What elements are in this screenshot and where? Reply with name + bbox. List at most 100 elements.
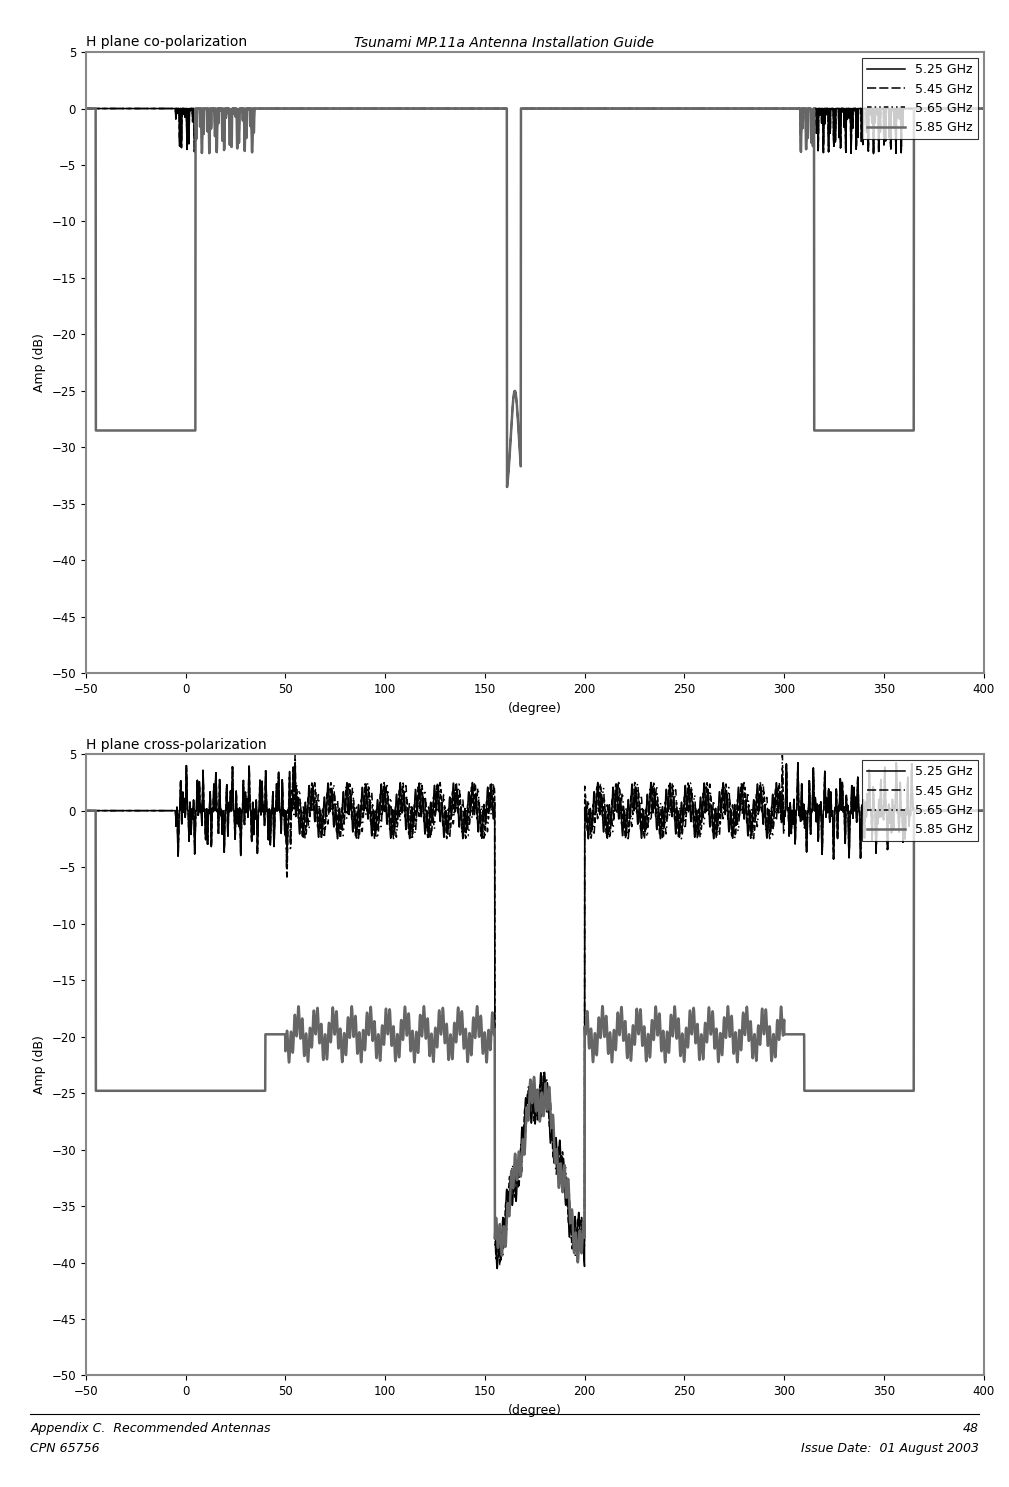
5.25 GHz (507, 1194, 519, 1212)
5.65 GHz (733, 821, 745, 839)
5.85 GHz (978, 100, 990, 117)
5.25 GHz (171, 100, 183, 117)
5.85 GHz (507, 1173, 519, 1191)
5.85 GHz (978, 801, 990, 819)
5.65 GHz (950, 801, 963, 819)
5.65 GHz (493, 1249, 506, 1267)
5.65 GHz (457, 100, 469, 117)
5.65 GHz (501, 479, 514, 497)
5.45 GHz (978, 100, 990, 117)
5.25 GHz (733, 100, 745, 117)
5.45 GHz (80, 100, 92, 117)
5.45 GHz (493, 1255, 506, 1273)
5.25 GHz (906, 100, 918, 117)
5.25 GHz (501, 479, 514, 497)
Text: 48: 48 (963, 1422, 979, 1435)
5.25 GHz (80, 100, 92, 117)
Line: 5.45 GHz: 5.45 GHz (86, 763, 984, 1264)
5.85 GHz (950, 100, 963, 117)
5.65 GHz (464, 100, 476, 117)
5.65 GHz (507, 394, 519, 412)
5.65 GHz (906, 100, 918, 117)
5.25 GHz (950, 100, 963, 117)
Line: 5.25 GHz: 5.25 GHz (86, 763, 984, 1268)
5.45 GHz (457, 806, 469, 824)
Text: H plane cross-polarization: H plane cross-polarization (86, 738, 266, 751)
Line: 5.65 GHz: 5.65 GHz (86, 109, 984, 488)
5.45 GHz (171, 100, 183, 117)
5.65 GHz (80, 100, 92, 117)
5.65 GHz (80, 801, 92, 819)
5.65 GHz (507, 1161, 519, 1179)
5.85 GHz (501, 479, 514, 497)
5.45 GHz (80, 801, 92, 819)
5.45 GHz (733, 803, 745, 821)
5.85 GHz (464, 1030, 476, 1048)
5.85 GHz (906, 1083, 918, 1100)
5.45 GHz (950, 801, 963, 819)
5.85 GHz (507, 394, 519, 412)
5.85 GHz (572, 1254, 584, 1271)
5.45 GHz (906, 100, 918, 117)
5.65 GHz (978, 100, 990, 117)
Line: 5.85 GHz: 5.85 GHz (86, 810, 984, 1262)
5.65 GHz (171, 100, 183, 117)
Y-axis label: Amp (dB): Amp (dB) (32, 333, 45, 393)
Legend: 5.25 GHz, 5.45 GHz, 5.65 GHz, 5.85 GHz: 5.25 GHz, 5.45 GHz, 5.65 GHz, 5.85 GHz (863, 760, 978, 842)
5.25 GHz (950, 801, 963, 819)
Text: Issue Date:  01 August 2003: Issue Date: 01 August 2003 (801, 1442, 979, 1456)
Line: 5.85 GHz: 5.85 GHz (86, 109, 984, 488)
5.85 GHz (190, 100, 202, 117)
5.85 GHz (950, 801, 963, 819)
Text: CPN 65756: CPN 65756 (30, 1442, 100, 1456)
5.85 GHz (457, 1025, 469, 1042)
Y-axis label: Amp (dB): Amp (dB) (32, 1035, 45, 1094)
5.85 GHz (457, 100, 469, 117)
5.45 GHz (906, 757, 918, 775)
Legend: 5.25 GHz, 5.45 GHz, 5.65 GHz, 5.85 GHz: 5.25 GHz, 5.45 GHz, 5.65 GHz, 5.85 GHz (863, 58, 978, 140)
5.25 GHz (464, 803, 476, 821)
5.65 GHz (978, 801, 990, 819)
5.45 GHz (950, 100, 963, 117)
5.25 GHz (491, 1259, 503, 1277)
Text: Tsunami MP.11a Antenna Installation Guide: Tsunami MP.11a Antenna Installation Guid… (354, 36, 655, 49)
5.45 GHz (507, 1163, 519, 1181)
5.25 GHz (457, 100, 469, 117)
5.45 GHz (507, 394, 519, 412)
5.45 GHz (457, 100, 469, 117)
5.25 GHz (457, 830, 469, 848)
Text: H plane co-polarization: H plane co-polarization (86, 36, 247, 49)
5.25 GHz (906, 757, 918, 775)
5.45 GHz (290, 754, 302, 772)
5.85 GHz (906, 422, 918, 440)
5.25 GHz (978, 801, 990, 819)
X-axis label: (degree): (degree) (508, 1404, 562, 1417)
5.25 GHz (733, 779, 745, 797)
Line: 5.25 GHz: 5.25 GHz (86, 109, 984, 488)
5.65 GHz (906, 757, 918, 775)
5.85 GHz (80, 100, 92, 117)
5.25 GHz (792, 754, 804, 772)
5.85 GHz (733, 1038, 745, 1056)
5.65 GHz (457, 796, 469, 813)
5.85 GHz (464, 100, 476, 117)
Line: 5.45 GHz: 5.45 GHz (86, 109, 984, 488)
5.45 GHz (978, 801, 990, 819)
5.45 GHz (464, 100, 476, 117)
5.45 GHz (464, 799, 476, 816)
5.85 GHz (80, 801, 92, 819)
5.25 GHz (978, 100, 990, 117)
5.65 GHz (950, 100, 963, 117)
5.25 GHz (507, 394, 519, 412)
5.25 GHz (80, 801, 92, 819)
X-axis label: (degree): (degree) (508, 702, 562, 715)
5.65 GHz (464, 791, 476, 809)
Line: 5.65 GHz: 5.65 GHz (86, 754, 984, 1258)
5.65 GHz (733, 100, 745, 117)
5.45 GHz (733, 100, 745, 117)
5.65 GHz (289, 745, 301, 763)
5.45 GHz (501, 479, 514, 497)
Text: Appendix C.  Recommended Antennas: Appendix C. Recommended Antennas (30, 1422, 270, 1435)
5.25 GHz (464, 100, 476, 117)
5.85 GHz (733, 100, 745, 117)
